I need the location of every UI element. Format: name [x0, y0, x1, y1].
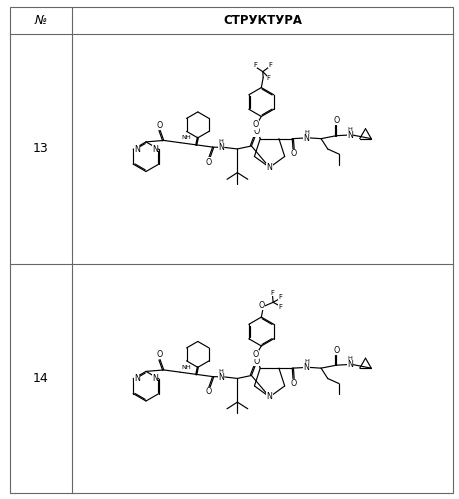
Text: O: O — [259, 301, 265, 310]
Text: H: H — [347, 356, 352, 361]
Text: O: O — [253, 357, 259, 366]
Text: F: F — [267, 75, 271, 81]
Text: F: F — [279, 294, 282, 300]
Text: F: F — [268, 62, 272, 68]
Text: H: H — [347, 127, 352, 132]
Text: O: O — [291, 379, 297, 388]
Text: H: H — [304, 359, 309, 364]
Text: O: O — [205, 158, 212, 167]
Text: N: N — [218, 143, 224, 152]
Text: №: № — [35, 14, 47, 27]
Text: N: N — [218, 373, 224, 382]
Text: O: O — [334, 346, 340, 355]
Text: 14: 14 — [33, 372, 49, 385]
Text: N: N — [267, 392, 273, 401]
Text: NH: NH — [181, 135, 191, 140]
Text: F: F — [253, 62, 257, 68]
Text: N: N — [134, 145, 140, 154]
Text: F: F — [279, 304, 282, 310]
Text: N: N — [134, 374, 140, 383]
Text: O: O — [252, 120, 259, 129]
Text: N: N — [152, 374, 158, 383]
Text: N: N — [267, 163, 273, 172]
Text: N: N — [303, 363, 309, 372]
Text: H: H — [218, 139, 224, 144]
Text: O: O — [157, 350, 163, 359]
Text: O: O — [253, 127, 259, 136]
Text: O: O — [252, 350, 259, 359]
Text: F: F — [270, 290, 274, 296]
Text: O: O — [205, 387, 212, 396]
Text: H: H — [218, 369, 224, 374]
Text: N: N — [347, 131, 353, 140]
Text: СТРУКТУРА: СТРУКТУРА — [223, 14, 302, 27]
Text: N: N — [152, 145, 158, 154]
Text: O: O — [157, 121, 163, 130]
Text: N: N — [303, 134, 309, 143]
Text: NH: NH — [181, 365, 191, 370]
Text: N: N — [347, 360, 353, 369]
Text: O: O — [291, 149, 297, 158]
Text: O: O — [334, 116, 340, 125]
Text: H: H — [304, 130, 309, 135]
Text: 13: 13 — [33, 142, 49, 155]
